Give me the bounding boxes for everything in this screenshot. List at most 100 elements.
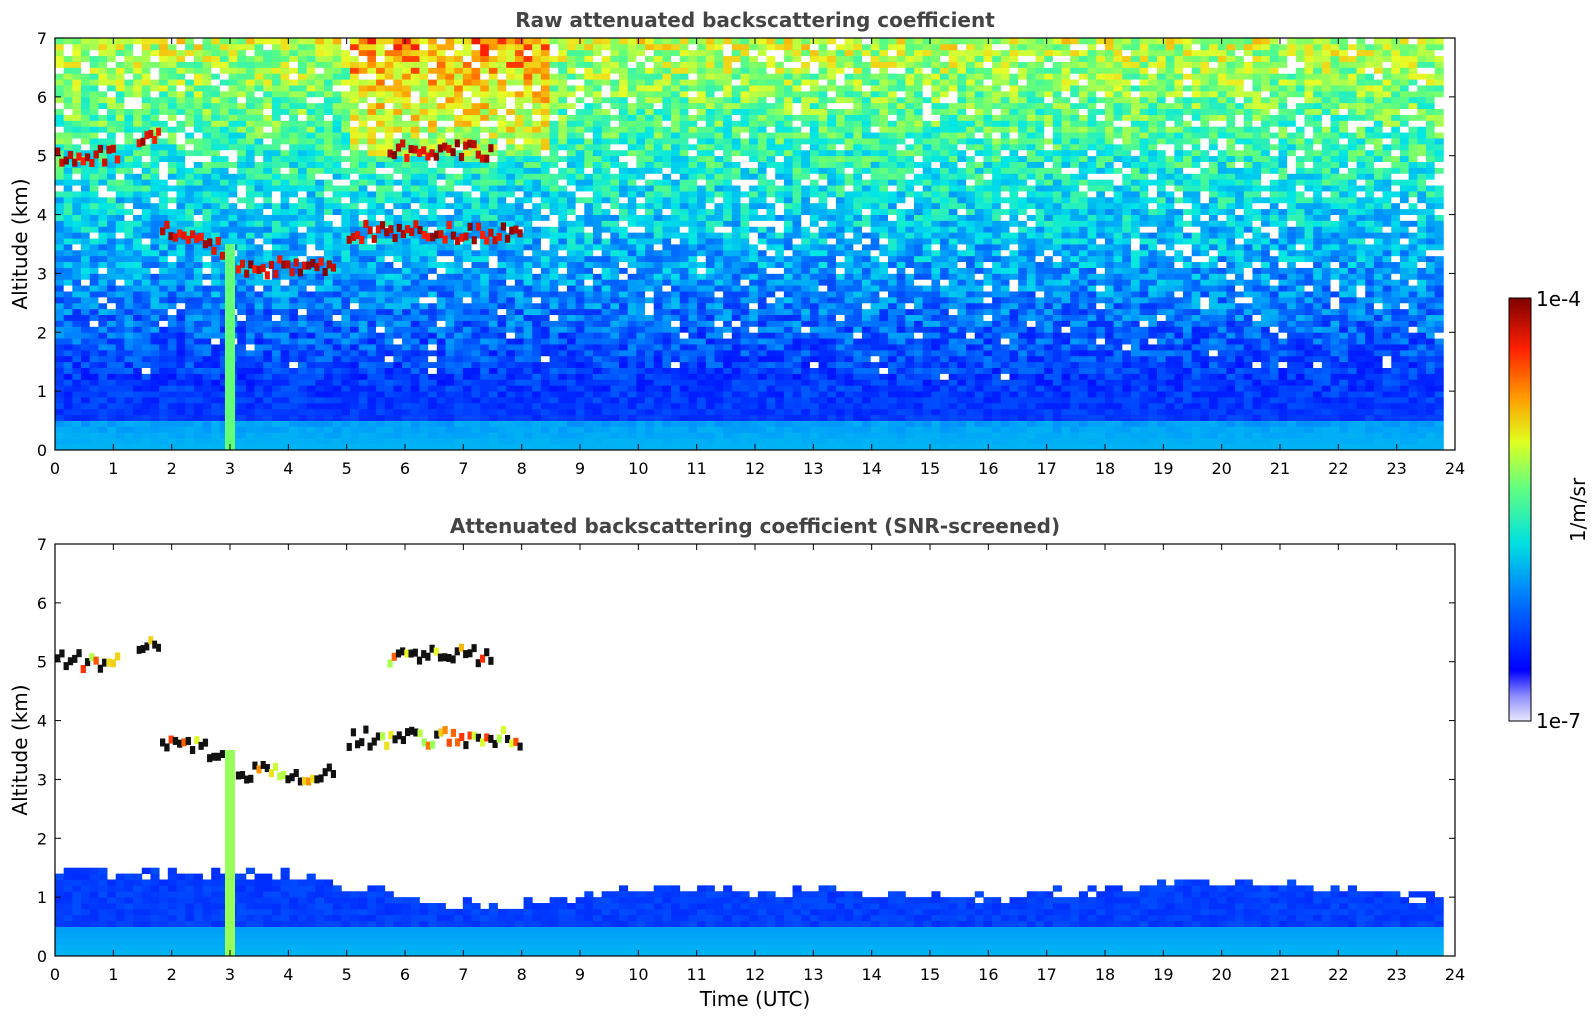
raw-cell (679, 273, 689, 280)
raw-cell (1261, 373, 1271, 380)
raw-cell (775, 291, 785, 298)
raw-cell (1174, 367, 1184, 374)
raw-cell (115, 367, 125, 374)
raw-cell (619, 391, 629, 398)
raw-cell (1061, 355, 1071, 363)
raw-cell (740, 320, 750, 327)
raw-cell (454, 361, 464, 368)
raw-cell (428, 338, 438, 345)
raw-cell (749, 279, 759, 286)
raw-cell (1417, 397, 1427, 404)
raw-cell (1070, 379, 1080, 386)
raw-cell (1347, 420, 1357, 427)
raw-cell (1391, 361, 1401, 368)
raw-cell (1183, 267, 1193, 274)
raw-cell (1018, 279, 1028, 286)
raw-cell (1408, 326, 1418, 333)
raw-cell (419, 402, 429, 410)
raw-cell (1113, 332, 1123, 339)
raw-cell (332, 438, 342, 445)
raw-cell (835, 444, 846, 450)
raw-cell (992, 397, 1002, 404)
raw-cell (896, 267, 906, 274)
raw-cell (1365, 402, 1375, 410)
raw-cell (844, 373, 854, 380)
raw-cell (931, 320, 941, 327)
raw-cell (237, 267, 247, 274)
raw-cell (1295, 402, 1305, 410)
raw-cell (1391, 367, 1401, 374)
raw-cell (844, 402, 854, 410)
raw-cell (558, 426, 568, 433)
raw-cell (705, 320, 715, 327)
raw-cell (983, 332, 993, 339)
raw-cell (176, 397, 186, 404)
raw-cell (202, 291, 212, 298)
raw-cell (879, 349, 889, 357)
raw-cell (679, 414, 689, 421)
raw-cell (263, 432, 273, 439)
raw-cell (358, 285, 368, 292)
raw-cell (55, 296, 65, 304)
raw-cell (653, 308, 663, 316)
raw-cell (410, 314, 420, 321)
raw-cell (124, 285, 134, 292)
raw-cell (540, 385, 550, 392)
raw-cell (558, 332, 568, 339)
raw-cell (1339, 314, 1349, 321)
raw-cell (879, 314, 889, 321)
raw-cell (1009, 267, 1019, 274)
raw-cell (289, 314, 299, 321)
raw-cell (367, 391, 377, 398)
raw-cell (193, 391, 203, 398)
raw-cell (757, 344, 767, 351)
raw-cell (983, 302, 993, 310)
raw-cell (506, 391, 516, 398)
raw-cell (922, 426, 932, 433)
raw-cell (844, 367, 854, 374)
raw-cell (454, 302, 464, 310)
raw-cell (783, 385, 793, 392)
raw-cell (549, 296, 559, 304)
raw-cell (471, 391, 481, 398)
raw-cell (627, 338, 637, 345)
raw-cell (532, 391, 542, 398)
raw-cell (107, 326, 117, 333)
raw-cell (462, 367, 472, 374)
raw-cell (384, 320, 394, 327)
raw-cell (1278, 420, 1288, 427)
raw-cell (107, 379, 117, 386)
raw-cell (497, 296, 507, 304)
raw-cell (1078, 320, 1088, 327)
raw-cell (1165, 414, 1175, 421)
raw-cell (1018, 444, 1028, 450)
raw-cell (688, 420, 698, 427)
raw-cell (1399, 402, 1410, 410)
raw-cell (931, 285, 941, 292)
raw-cell (1365, 408, 1375, 416)
raw-cell (219, 420, 229, 427)
raw-cell (1087, 349, 1097, 357)
raw-cell (870, 397, 880, 404)
raw-cell (167, 267, 177, 274)
raw-cell (966, 385, 976, 392)
raw-cell (931, 267, 941, 274)
raw-cell (870, 332, 880, 339)
raw-cell (159, 261, 169, 268)
raw-cell (1417, 391, 1427, 398)
raw-cell (627, 432, 637, 439)
raw-cell (1130, 391, 1141, 398)
raw-cell (1130, 402, 1141, 410)
raw-cell (592, 408, 603, 416)
raw-cell (679, 291, 689, 298)
raw-cell (1399, 414, 1410, 421)
raw-cell (315, 285, 325, 292)
raw-cell (159, 344, 169, 351)
raw-cell (1261, 296, 1271, 304)
raw-cell (966, 397, 976, 404)
raw-cell (948, 367, 958, 374)
raw-cell (376, 314, 386, 321)
raw-cell (358, 432, 368, 439)
raw-cell (870, 379, 880, 386)
raw-cell (983, 344, 993, 351)
